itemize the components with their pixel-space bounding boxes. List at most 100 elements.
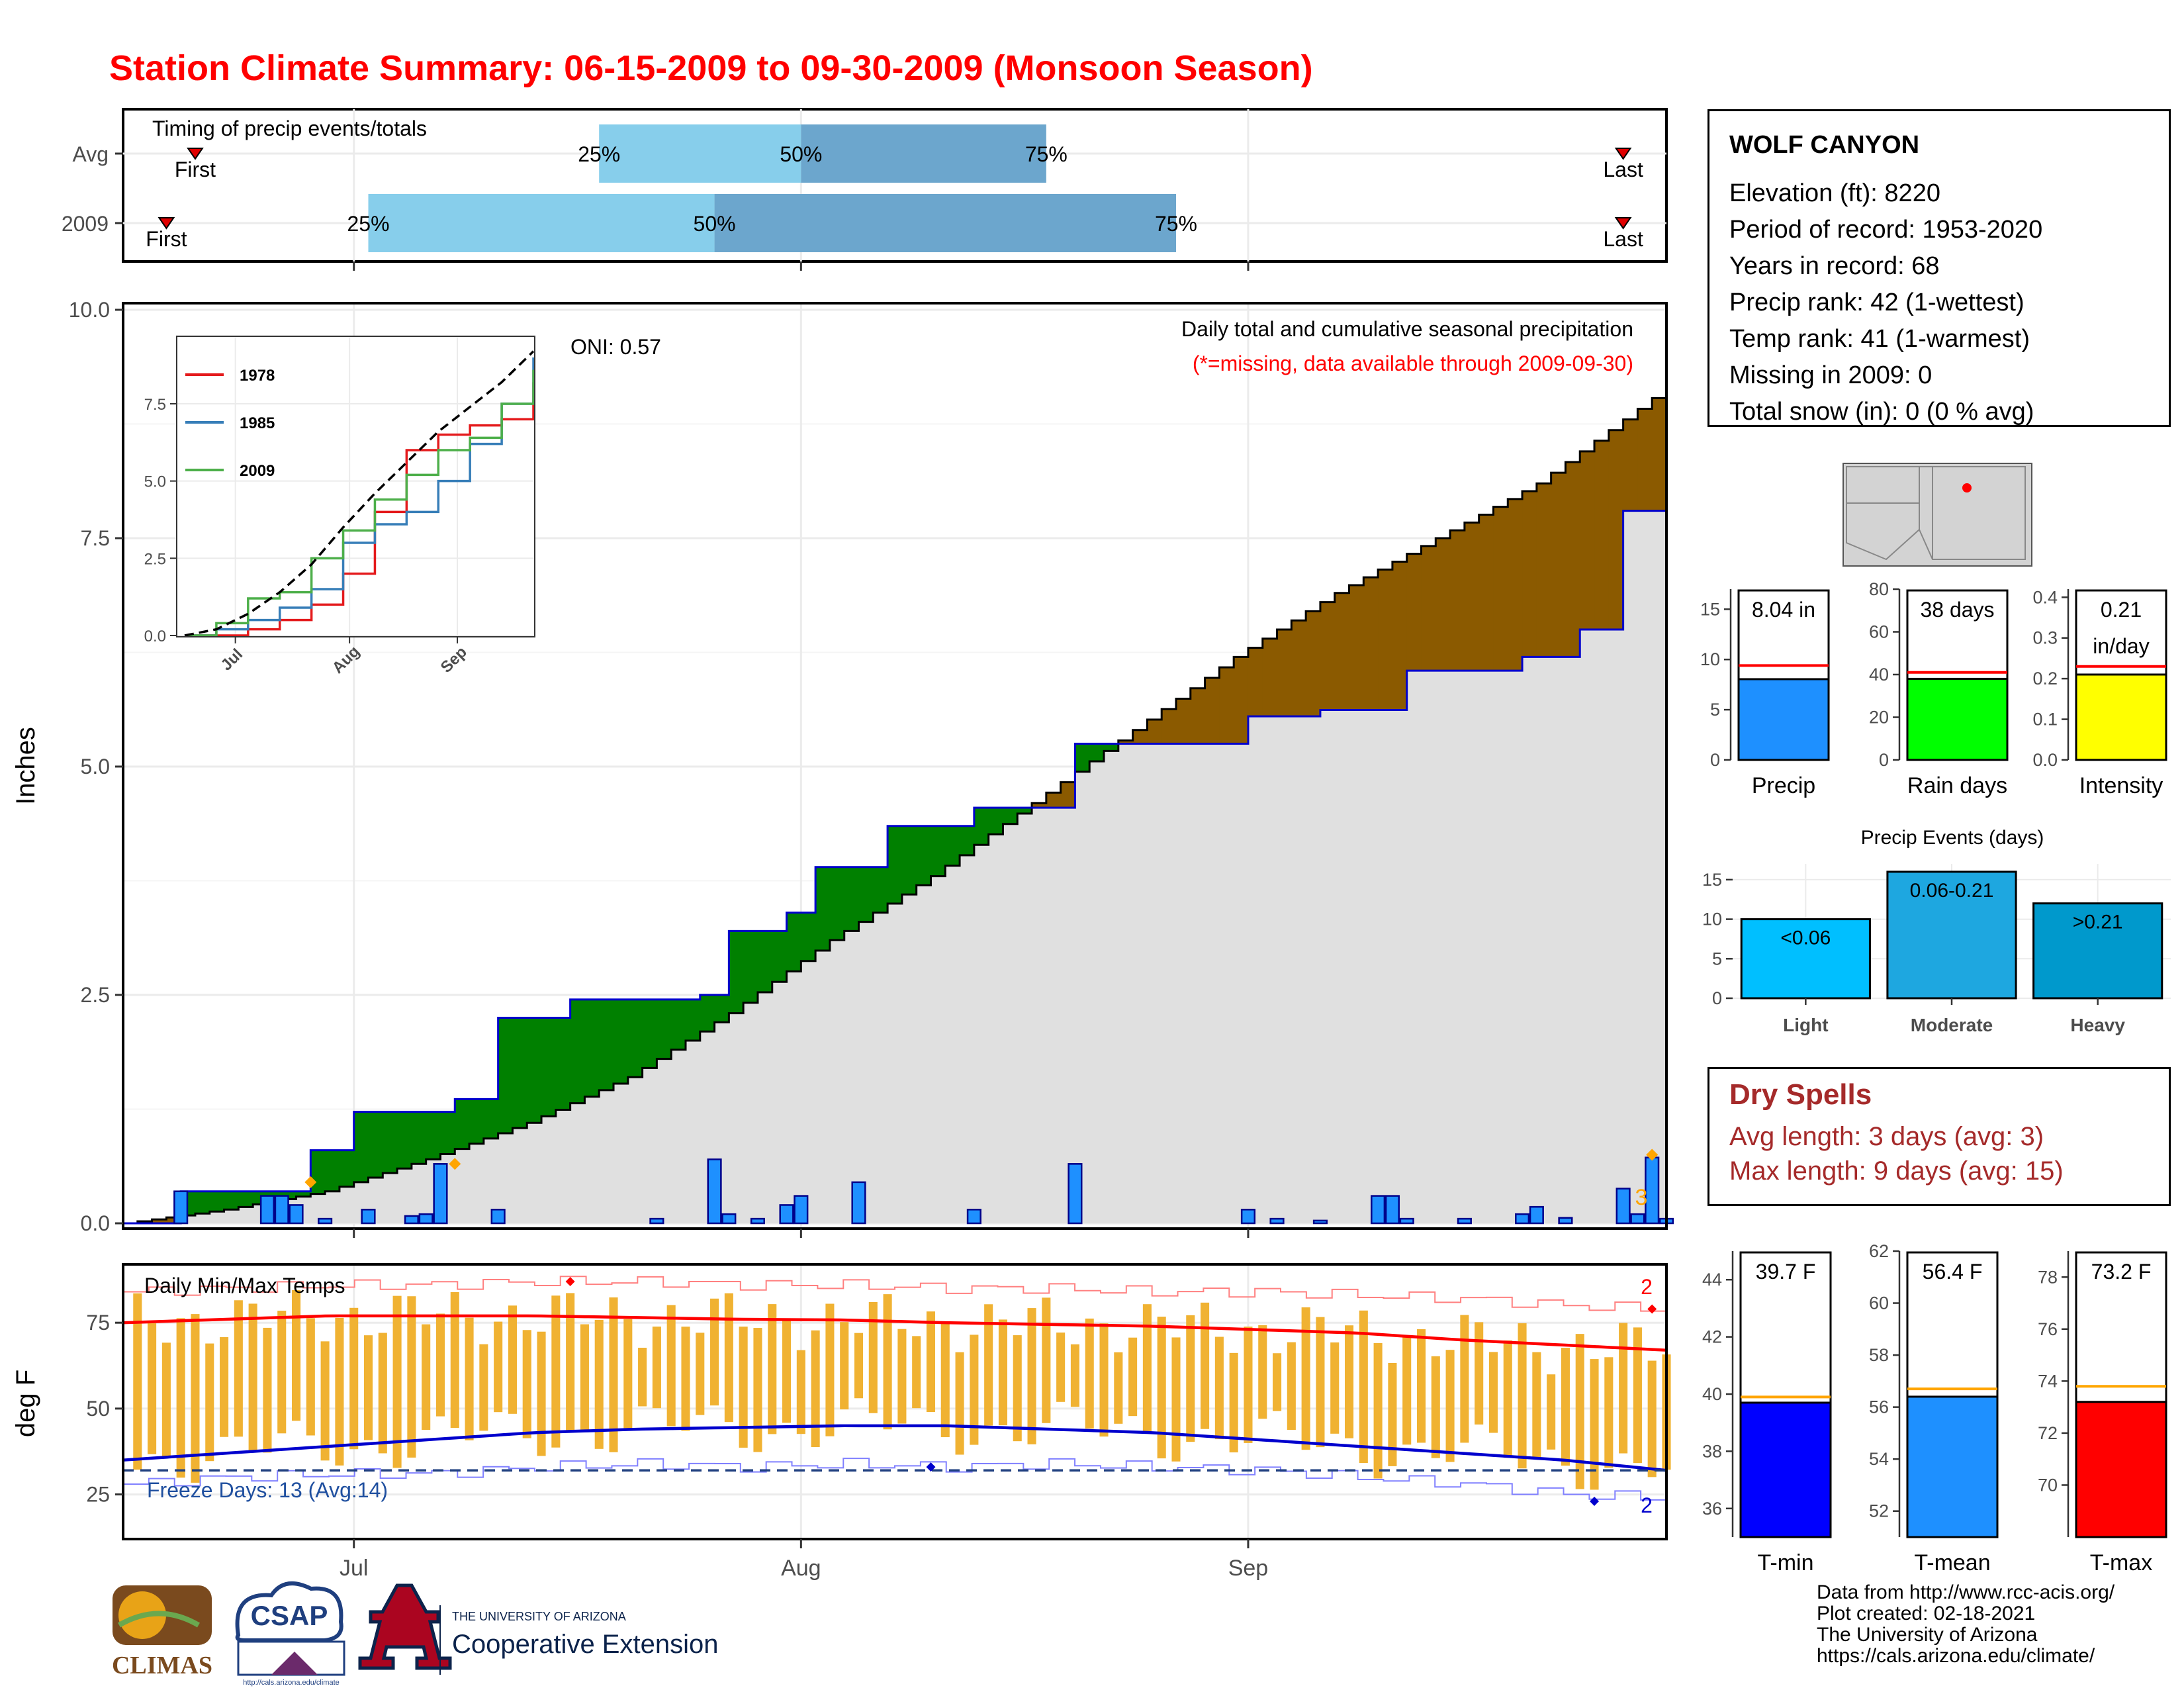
- deficit-area: [1580, 451, 1595, 630]
- events-x-tick-label: Heavy: [2070, 1015, 2125, 1035]
- daily-temp-bar: [1488, 1352, 1498, 1433]
- deficit-area: [1522, 491, 1537, 657]
- timing-bar-25-50: [368, 194, 715, 252]
- daily-precip-bar: [404, 1215, 419, 1225]
- precip-panel: 3 0.0 2.5 5.0 7.5 10.0 Inches Daily total and c…: [11, 298, 1674, 1238]
- daily-temp-bar: [1561, 1348, 1570, 1466]
- inset-legend-label: 2009: [240, 462, 275, 480]
- corner-count: 3: [1635, 1185, 1648, 1210]
- station-years: Years in record: 68: [1729, 252, 1940, 280]
- daily-temp-bar: [1547, 1374, 1556, 1450]
- daily-precip-bar: [649, 1217, 664, 1225]
- panel-y-tick-label-tmax: 74: [2038, 1371, 2058, 1391]
- daily-temp-bar: [638, 1347, 647, 1407]
- daily-temp-bar: [551, 1295, 561, 1448]
- deficit-area: [1608, 430, 1624, 630]
- ua-logo-line2: Cooperative Extension: [452, 1630, 718, 1659]
- daily-precip-bar: [966, 1209, 981, 1225]
- precip-chart-title: Daily total and cumulative seasonal prec…: [1181, 317, 1633, 341]
- deficit-area: [1277, 630, 1292, 717]
- daily-temp-bar: [897, 1329, 907, 1424]
- deficit-area: [1392, 561, 1408, 710]
- credit-university: The University of Arizona: [1817, 1624, 2038, 1646]
- record-max-line: [123, 1276, 1667, 1312]
- daily-temp-bar: [479, 1344, 488, 1431]
- inset-frame: [176, 336, 535, 637]
- daily-temp-bar: [753, 1328, 762, 1452]
- daily-temp-bar: [926, 1311, 936, 1413]
- daily-temp-bar: [1619, 1323, 1628, 1454]
- surplus-area: [931, 825, 946, 876]
- daily-temp-bar: [1518, 1323, 1527, 1469]
- station-info-box: WOLF CANYON Elevation (ft): 8220 Period …: [1707, 109, 2171, 427]
- deficit-area: [152, 1219, 167, 1223]
- panel-y-tick-label-tmin: 36: [1702, 1499, 1722, 1519]
- university-a-logo-icon: [358, 1583, 452, 1670]
- daily-precip-bar: [1457, 1217, 1472, 1225]
- daily-temp-bar: [854, 1333, 864, 1399]
- dry-spells-avg: Avg length: 3 days (avg: 3): [1729, 1122, 2044, 1151]
- temps-x-tick-label: Sep: [1228, 1556, 1269, 1581]
- daily-precip-bar: [1630, 1213, 1645, 1225]
- surplus-area: [627, 999, 643, 1078]
- deficit-area: [1565, 462, 1580, 657]
- daily-temp-bar: [277, 1311, 287, 1434]
- daily-temp-bar: [652, 1326, 661, 1409]
- station-precip-rank: Precip rank: 42 (1-wettest): [1729, 289, 2025, 316]
- daily-temp-bar: [912, 1336, 921, 1409]
- surplus-area: [426, 1111, 441, 1160]
- panel-value-label-intensity: 0.21: [2101, 598, 2142, 622]
- daily-temp-bar: [1171, 1337, 1181, 1462]
- surplus-area: [411, 1111, 427, 1164]
- deficit-area: [1594, 440, 1610, 630]
- daily-temp-bar: [161, 1342, 171, 1458]
- daily-precip-bar: [1385, 1195, 1400, 1225]
- daily-temp-bar: [363, 1335, 373, 1440]
- surplus-area: [570, 999, 585, 1103]
- daily-temp-bar: [522, 1330, 531, 1438]
- temp-totals-panel: 39.7 F 36 38 40 42 44 T-min 56.4 F 52 54 56 58 60 62 T…: [1702, 1241, 2174, 1575]
- daily-temp-bar: [811, 1330, 820, 1447]
- temps-y-tick-label: 75: [86, 1311, 110, 1335]
- surplus-area: [685, 999, 701, 1041]
- deficit-area: [1147, 720, 1162, 744]
- panel-y-tick-label-precip: 0: [1710, 750, 1720, 770]
- daily-temp-bar: [537, 1331, 546, 1456]
- daily-precip-bar: [1068, 1163, 1083, 1225]
- surplus-area: [772, 931, 788, 982]
- cumulative-2009-line: [123, 489, 1668, 1225]
- daily-temp-bar: [1142, 1304, 1152, 1433]
- daily-temp-bar: [1475, 1322, 1484, 1425]
- deficit-area: [1378, 569, 1393, 710]
- daily-temp-bar: [1633, 1327, 1642, 1464]
- surplus-area: [498, 1017, 513, 1133]
- station-elevation: Elevation (ft): 8220: [1729, 179, 1940, 207]
- panel-label-tmax: T-max: [2090, 1550, 2152, 1575]
- logos: CLIMAS CSAP http://cals.arizona.edu/climat…: [112, 1581, 718, 1687]
- deficit-area: [1536, 483, 1552, 657]
- surplus-area: [757, 931, 773, 993]
- daily-precip-bar: [1269, 1217, 1285, 1225]
- csap-cloud-icon: [235, 1581, 343, 1642]
- timing-last-label: Last: [1603, 227, 1643, 251]
- daily-temp-bar: [1085, 1318, 1094, 1429]
- daily-temp-bar: [1013, 1335, 1022, 1442]
- daily-temp-bar: [739, 1327, 748, 1448]
- daily-temp-bar: [450, 1291, 459, 1429]
- daily-temp-bar: [407, 1296, 416, 1458]
- daily-temp-bar: [1316, 1317, 1325, 1448]
- timing-last-label: Last: [1603, 158, 1643, 181]
- station-location-marker: [1962, 483, 1972, 492]
- surplus-area: [238, 1191, 253, 1207]
- last-marker-icon: [1614, 217, 1632, 230]
- deficit-area: [1637, 408, 1653, 511]
- extreme-precip-marker: [1646, 1149, 1659, 1161]
- precip-y-tick-label: 2.5: [81, 983, 110, 1007]
- daily-temp-bar: [494, 1321, 503, 1413]
- surplus-area: [729, 931, 744, 1013]
- daily-temp-bar: [335, 1317, 344, 1466]
- precip-y-tick-label: 7.5: [81, 526, 110, 550]
- panel-value-label-tmean: 56.4 F: [1923, 1260, 1983, 1284]
- surplus-area: [873, 867, 888, 913]
